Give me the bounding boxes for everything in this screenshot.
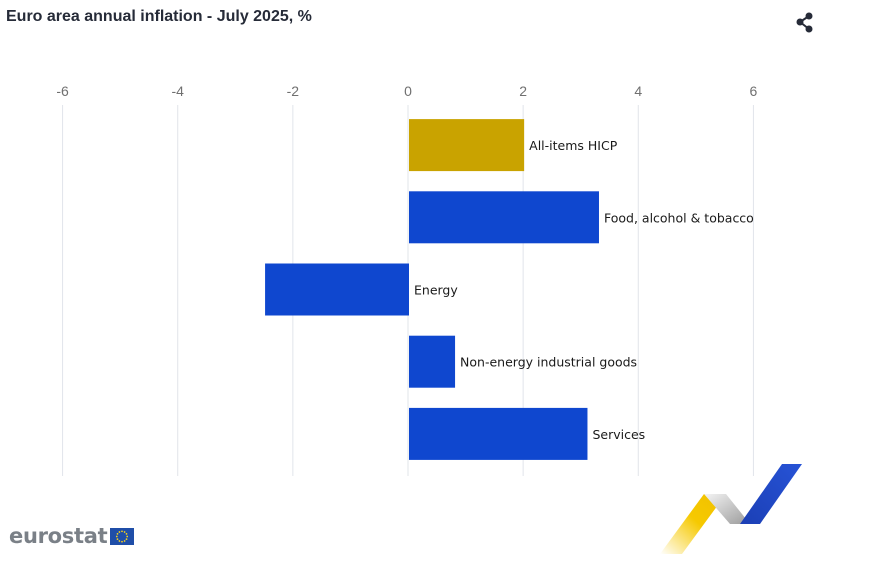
bar[interactable]: [265, 263, 409, 316]
flag-star: [118, 539, 121, 542]
bar[interactable]: [409, 335, 456, 388]
bar-label: Food, alcohol & tobacco: [604, 210, 754, 225]
bars: [265, 119, 599, 460]
bar[interactable]: [409, 407, 588, 460]
flag-star: [118, 530, 121, 533]
x-axis-ticks: -6 -4 -2 0 2 4 6: [56, 83, 757, 99]
logo-text: eurostat: [9, 524, 108, 548]
bar-label: Energy: [414, 283, 458, 298]
chart-title: Euro area annual inflation - July 2025, …: [6, 8, 312, 25]
bar-label: Services: [592, 427, 645, 442]
flag-star: [116, 532, 119, 535]
flag-star: [116, 535, 118, 537]
x-tick-label: -2: [287, 83, 300, 99]
eurostat-ribbon-decoration: [660, 464, 802, 554]
eu-flag-icon: [110, 527, 135, 545]
bar[interactable]: [409, 119, 525, 172]
x-tick-label: -6: [56, 83, 69, 99]
flag-star: [124, 530, 126, 533]
x-tick-label: 0: [404, 83, 412, 99]
x-tick-label: -4: [171, 83, 184, 99]
bar-label: Non-energy industrial goods: [460, 355, 637, 370]
flag-star: [126, 535, 129, 537]
flag-star: [125, 537, 128, 540]
flag-star: [121, 529, 124, 532]
x-tick-label: 6: [750, 83, 758, 99]
x-tick-label: 4: [634, 83, 642, 99]
x-tick-label: 2: [519, 83, 527, 99]
flag-star: [121, 540, 124, 543]
flag-star: [116, 537, 119, 540]
bar-label: All-items HICP: [529, 138, 618, 153]
flag-star: [124, 539, 126, 542]
bar[interactable]: [409, 191, 599, 244]
eurostat-logo[interactable]: eurostat: [9, 524, 135, 548]
share-icon[interactable]: [792, 10, 818, 36]
flag-star: [125, 532, 128, 535]
bar-labels: All-items HICP Food, alcohol & tobacco Ene…: [414, 138, 754, 442]
